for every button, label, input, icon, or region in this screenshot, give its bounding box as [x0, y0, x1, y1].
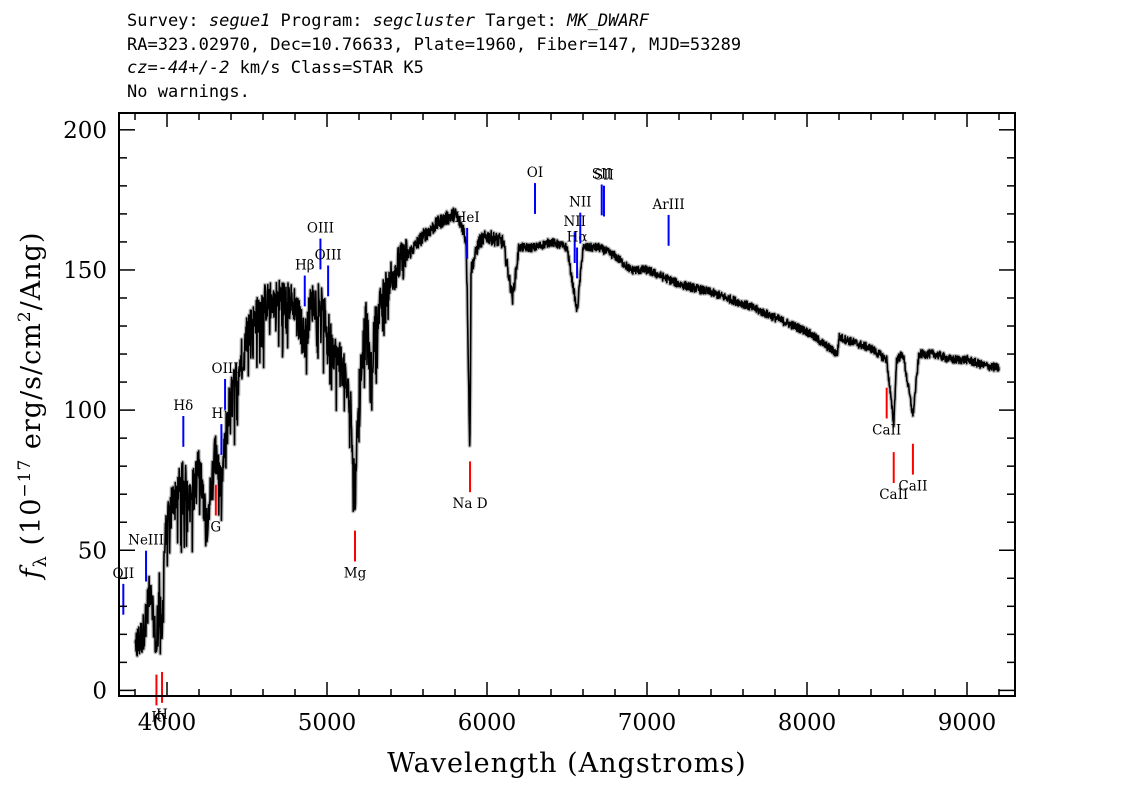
emission-line-label: SII	[592, 167, 612, 183]
header-line-warnings: No warnings.	[127, 81, 250, 102]
absorption-line-label: Na D	[453, 496, 488, 512]
program-label: Program:	[270, 11, 373, 31]
absorption-line-label: CaII	[879, 487, 908, 503]
absorption-line-label: K	[151, 709, 162, 725]
y-tick-label: 50	[78, 538, 107, 564]
y-tick-label: 150	[63, 258, 107, 284]
absorption-line-label: H	[156, 707, 168, 723]
cz-value: cz=-44+/-2	[127, 58, 230, 78]
emission-line-label: NeIII	[128, 533, 164, 549]
x-tick-label: 6000	[458, 710, 517, 736]
plot-frame	[118, 112, 1016, 697]
y-tick-label: 0	[92, 678, 107, 704]
survey-label: Survey:	[127, 11, 209, 31]
program-value: segcluster	[372, 11, 476, 31]
absorption-line-label: G	[210, 520, 221, 536]
absorption-line-label: CaII	[898, 479, 927, 495]
emission-line-label: OIII	[307, 221, 334, 237]
x-axis-title: Wavelength (Angstroms)	[387, 748, 746, 779]
emission-line-label: OI	[527, 165, 543, 181]
absorption-line-label: CaII	[872, 423, 901, 439]
emission-line-label: HeI	[455, 210, 480, 226]
y-tick-label: 100	[63, 398, 107, 424]
emission-line-label: SII	[594, 168, 614, 184]
emission-line-label: Hγ	[211, 406, 231, 422]
spectrum-header: Survey: segue1 Program: segcluster Targe…	[127, 10, 741, 104]
target-label: Target:	[475, 11, 568, 31]
emission-line-label: Hα	[567, 230, 588, 246]
target-value: MK_DWARF	[567, 11, 650, 31]
x-tick-label: 9000	[938, 710, 997, 736]
x-tick-label: 7000	[618, 710, 677, 736]
header-line-redshift: cz=-44+/-2 km/s Class=STAR K5	[127, 57, 741, 81]
class-value: km/s Class=STAR K5	[229, 58, 424, 78]
x-tick-label: 5000	[298, 710, 357, 736]
emission-line-label: NII	[563, 214, 585, 230]
x-tick-label: 8000	[778, 710, 837, 736]
emission-line-label: OII	[112, 566, 134, 582]
spectrum-flux-line	[134, 207, 1000, 657]
spectrum-error-band	[133, 206, 1001, 658]
emission-line-label: OIII	[315, 247, 342, 263]
emission-line-label: ArIII	[651, 197, 684, 213]
header-line-survey: Survey: segue1 Program: segcluster Targe…	[127, 10, 741, 34]
survey-value: segue1	[208, 11, 271, 31]
header-line-coords: RA=323.02970, Dec=10.76633, Plate=1960, …	[127, 34, 742, 55]
emission-line-label: Hδ	[173, 398, 193, 414]
x-tick-label: 4000	[138, 710, 197, 736]
y-tick-label: 200	[63, 118, 107, 144]
emission-line-label: NII	[569, 195, 591, 211]
absorption-line-label: Mg	[344, 565, 367, 581]
y-axis-title: fλ (10−17 erg/s/cm2/Ang)	[15, 232, 51, 581]
emission-line-label: Hβ	[295, 258, 315, 274]
emission-line-label: OIII	[212, 361, 239, 377]
